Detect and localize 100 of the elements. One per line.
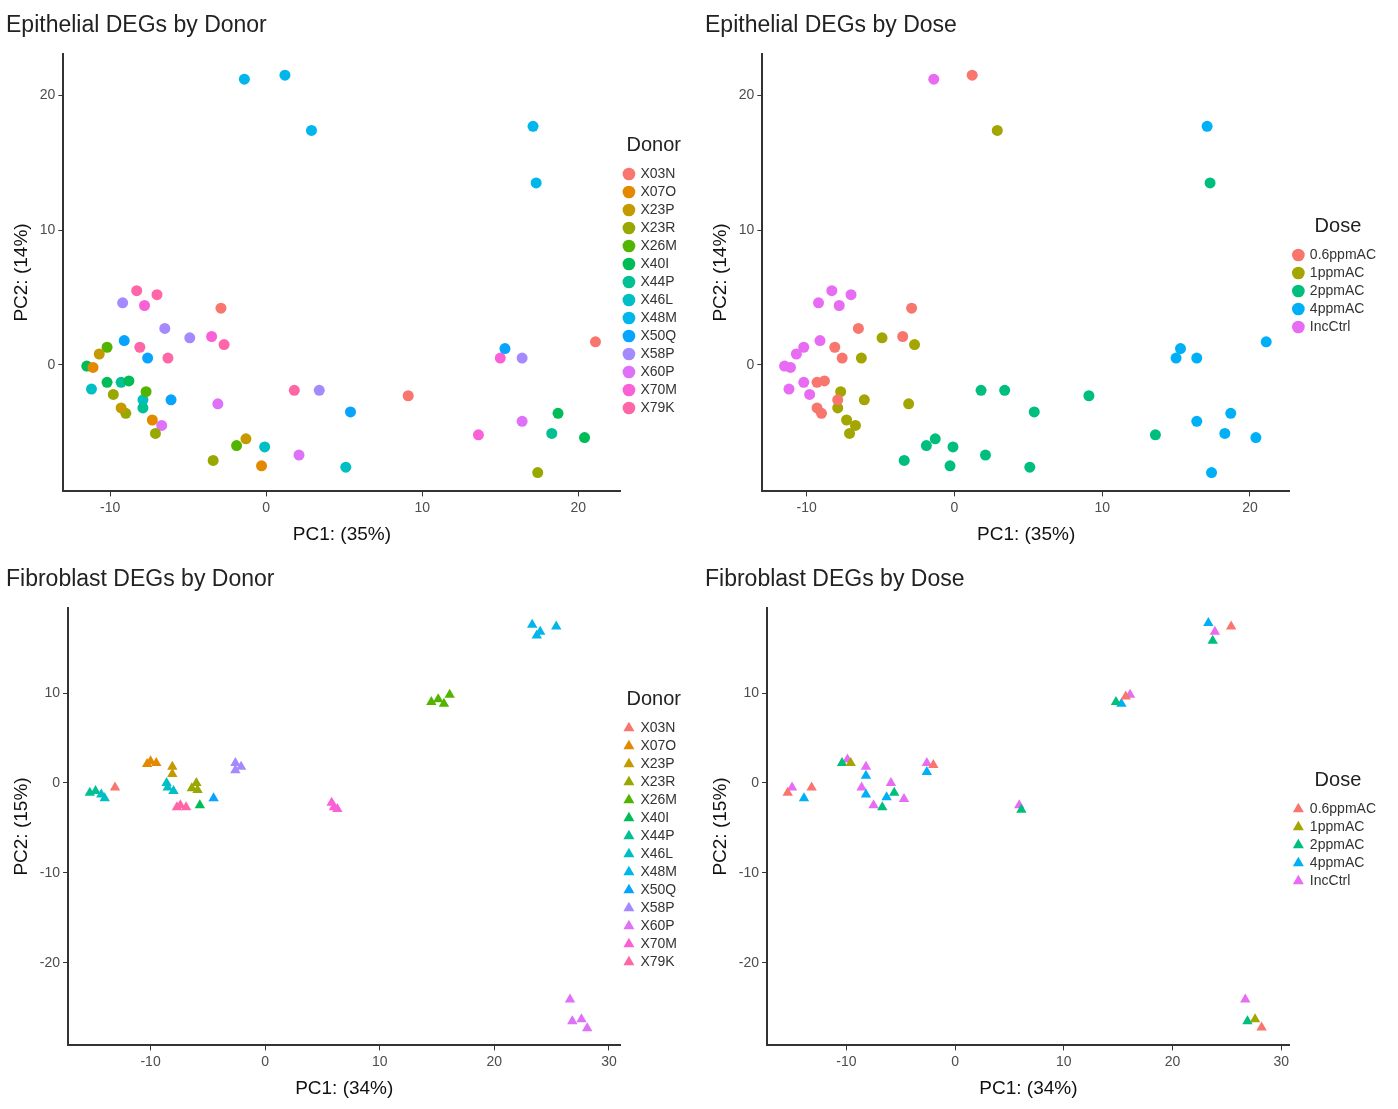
legend-label: X07O bbox=[640, 182, 677, 199]
y-tick-label: -20 bbox=[39, 953, 61, 970]
point bbox=[93, 348, 105, 360]
point bbox=[288, 384, 300, 396]
point bbox=[845, 757, 856, 767]
legend-label: IncCtrl bbox=[1309, 871, 1351, 888]
legend-label: 4ppmAC bbox=[1309, 299, 1365, 316]
y-tick-label: 20 bbox=[738, 86, 755, 103]
point bbox=[206, 330, 218, 342]
x-tick-label: 30 bbox=[601, 1052, 617, 1069]
point bbox=[855, 352, 867, 364]
legend-label: X23R bbox=[640, 218, 676, 235]
point bbox=[530, 177, 542, 189]
point bbox=[332, 802, 343, 812]
point bbox=[184, 332, 196, 344]
point bbox=[117, 297, 129, 309]
legend-title: Donor bbox=[626, 686, 682, 709]
x-tick-label: 0 bbox=[261, 1052, 270, 1069]
point bbox=[1110, 695, 1122, 705]
legend-label: X50Q bbox=[640, 880, 677, 897]
point bbox=[444, 688, 455, 698]
x-tick-label: -10 bbox=[796, 498, 818, 515]
point bbox=[877, 801, 888, 811]
legend-label: X26M bbox=[640, 236, 678, 253]
point bbox=[813, 297, 825, 309]
x-tick-label: 10 bbox=[1094, 498, 1111, 515]
legend-label: 0.6ppmAC bbox=[1309, 245, 1377, 262]
point bbox=[979, 449, 991, 461]
legend-label: X40I bbox=[640, 254, 670, 271]
point bbox=[860, 769, 872, 779]
point bbox=[85, 383, 97, 395]
point bbox=[928, 73, 940, 85]
point bbox=[790, 348, 802, 360]
x-tick-label: 10 bbox=[414, 498, 431, 515]
y-tick-label: 10 bbox=[39, 220, 56, 237]
point bbox=[140, 386, 152, 398]
legend-label: 2ppmAC bbox=[1309, 281, 1365, 298]
point bbox=[860, 760, 872, 770]
point bbox=[499, 343, 511, 355]
point bbox=[1256, 1021, 1267, 1031]
legend-label: X48M bbox=[640, 862, 678, 879]
point bbox=[1207, 634, 1218, 644]
legend-label: X60P bbox=[640, 362, 675, 379]
point bbox=[782, 786, 793, 796]
x-axis-title: PC1: (35%) bbox=[292, 522, 391, 544]
point bbox=[898, 454, 910, 466]
point bbox=[881, 791, 892, 801]
x-tick-label: 20 bbox=[1242, 498, 1258, 515]
point bbox=[1209, 625, 1221, 635]
y-tick-label: 10 bbox=[738, 220, 755, 237]
legend-label: X50Q bbox=[640, 326, 677, 343]
point bbox=[165, 394, 177, 406]
y-tick-label: -20 bbox=[738, 953, 760, 970]
point bbox=[438, 697, 450, 707]
point bbox=[885, 776, 897, 786]
point bbox=[293, 449, 305, 461]
point bbox=[207, 454, 219, 466]
point bbox=[944, 460, 956, 472]
point bbox=[928, 758, 939, 768]
point bbox=[798, 341, 810, 353]
point bbox=[191, 776, 202, 786]
point bbox=[472, 429, 484, 441]
point bbox=[433, 693, 444, 703]
point bbox=[815, 407, 827, 419]
point bbox=[516, 415, 528, 427]
legend-label: 1ppmAC bbox=[1309, 817, 1365, 834]
point bbox=[783, 383, 795, 395]
point bbox=[849, 419, 861, 431]
point bbox=[137, 402, 149, 414]
legend-label: X58P bbox=[640, 344, 675, 361]
point bbox=[1242, 1015, 1253, 1025]
point bbox=[167, 760, 178, 770]
point bbox=[845, 289, 857, 301]
legend-label: X44P bbox=[640, 272, 675, 289]
point bbox=[84, 786, 96, 796]
point bbox=[115, 402, 127, 414]
point bbox=[313, 384, 325, 396]
point bbox=[101, 376, 113, 388]
point bbox=[527, 120, 539, 132]
point bbox=[829, 341, 841, 353]
point bbox=[340, 461, 352, 473]
point bbox=[494, 352, 506, 364]
point bbox=[1203, 616, 1214, 626]
point bbox=[212, 398, 224, 410]
point bbox=[833, 300, 845, 311]
point bbox=[1175, 343, 1187, 355]
x-tick-label: 10 bbox=[1055, 1052, 1072, 1069]
y-tick-label: -10 bbox=[39, 863, 61, 880]
point bbox=[149, 427, 161, 439]
y-axis-title: PC2: (15%) bbox=[708, 777, 730, 876]
point bbox=[920, 440, 932, 452]
x-tick-label: 0 bbox=[951, 1052, 960, 1069]
point bbox=[101, 341, 113, 353]
x-tick-label: 20 bbox=[1164, 1052, 1181, 1069]
point bbox=[999, 384, 1011, 396]
y-tick-label: 0 bbox=[47, 355, 56, 372]
legend-label: 2ppmAC bbox=[1309, 835, 1365, 852]
point bbox=[852, 322, 864, 334]
point bbox=[814, 335, 826, 347]
x-axis-title: PC1: (34%) bbox=[295, 1076, 394, 1098]
